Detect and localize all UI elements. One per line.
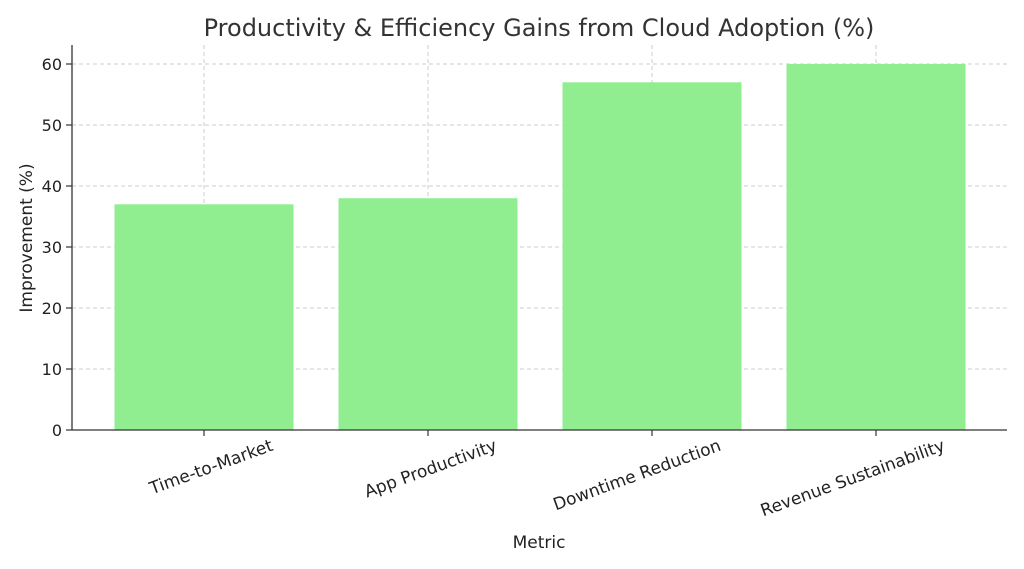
x-tick-label: Downtime Reduction (551, 436, 724, 515)
y-tick-label: 40 (42, 177, 62, 196)
bar (786, 64, 966, 430)
bar (562, 82, 742, 431)
chart-title: Productivity & Efficiency Gains from Clo… (204, 14, 875, 42)
y-tick-label: 60 (42, 55, 62, 74)
x-tick-label: Time-to-Market (146, 436, 276, 500)
y-tick-label: 30 (42, 238, 62, 257)
bar (114, 204, 294, 430)
y-tick-label: 0 (52, 421, 62, 440)
y-tick-label: 50 (42, 116, 62, 135)
y-tick-label: 10 (42, 360, 62, 379)
x-tick-label: Revenue Sustainability (758, 436, 948, 521)
y-tick-label: 20 (42, 299, 62, 318)
bar (338, 198, 518, 430)
x-axis-label: Metric (513, 533, 566, 553)
bars (114, 64, 966, 431)
y-axis-label: Improvement (%) (17, 163, 37, 312)
x-tick-label: App Productivity (362, 436, 500, 502)
